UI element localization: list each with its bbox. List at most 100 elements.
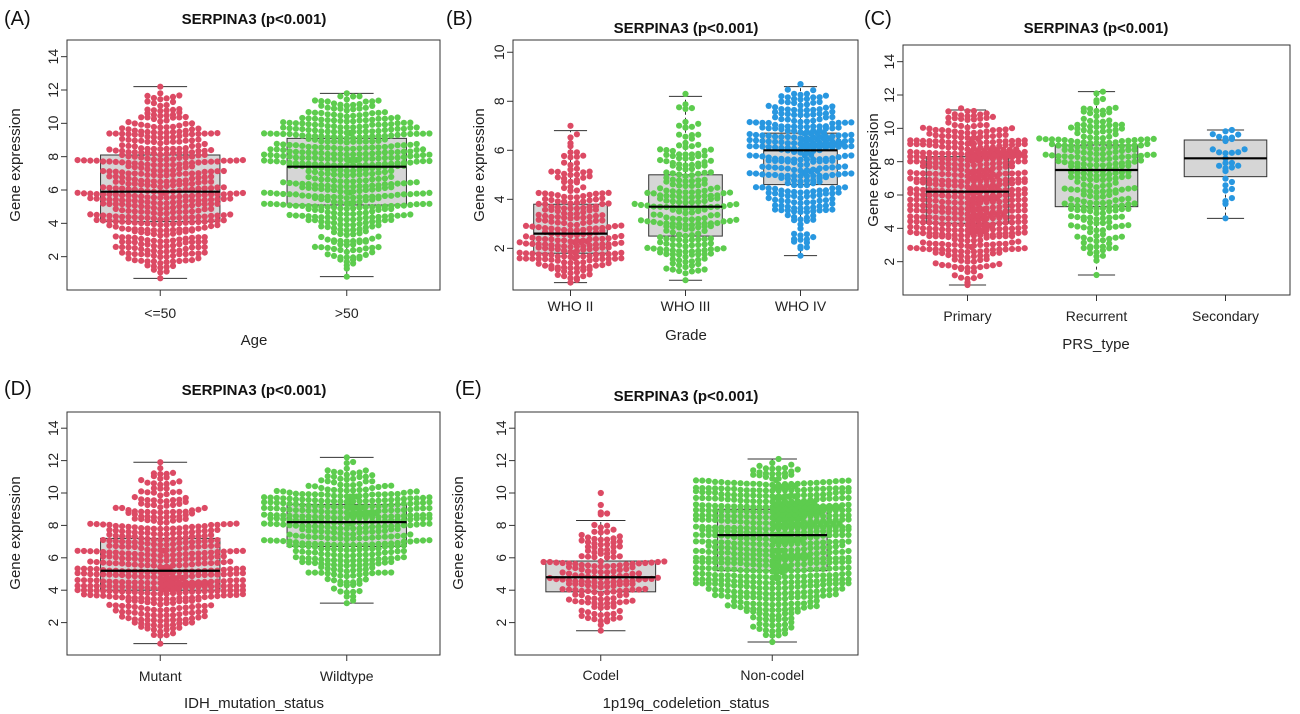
data-point xyxy=(239,577,246,584)
points xyxy=(631,90,740,284)
data-point xyxy=(743,573,750,580)
data-point xyxy=(692,570,700,577)
data-point xyxy=(1087,182,1094,189)
data-point xyxy=(169,199,177,206)
data-point xyxy=(565,560,573,567)
data-point xyxy=(394,120,401,127)
data-point xyxy=(695,170,702,177)
data-point xyxy=(1087,105,1094,113)
data-point xyxy=(176,624,183,631)
data-point xyxy=(945,231,952,238)
data-point xyxy=(663,158,670,165)
series-who-iv xyxy=(746,81,855,259)
data-point xyxy=(676,199,683,206)
data-point xyxy=(394,501,401,508)
data-point xyxy=(737,578,744,585)
data-point xyxy=(195,159,202,166)
data-point xyxy=(195,528,202,535)
data-point xyxy=(778,165,785,172)
data-point xyxy=(769,542,776,549)
data-point xyxy=(305,160,312,167)
data-point xyxy=(567,221,574,229)
data-point xyxy=(188,543,196,551)
data-point xyxy=(752,152,760,159)
data-point xyxy=(131,245,138,252)
data-point xyxy=(913,176,920,183)
data-point xyxy=(769,547,776,554)
data-point xyxy=(407,153,414,160)
data-point xyxy=(356,566,363,573)
data-point xyxy=(567,259,574,266)
data-point xyxy=(157,200,164,207)
data-point xyxy=(394,513,401,520)
data-point xyxy=(80,570,88,577)
data-point xyxy=(663,214,670,221)
data-point xyxy=(591,528,598,535)
data-point xyxy=(119,225,126,232)
data-point xyxy=(561,170,568,177)
data-point xyxy=(318,133,325,140)
data-point xyxy=(261,189,268,196)
data-point xyxy=(305,502,312,509)
data-point xyxy=(1087,162,1094,169)
data-point xyxy=(182,534,189,541)
data-point xyxy=(535,224,542,231)
data-point xyxy=(907,186,914,193)
data-point xyxy=(1061,159,1068,166)
data-point xyxy=(330,237,338,244)
data-point xyxy=(233,577,240,584)
data-point xyxy=(663,240,670,247)
data-point xyxy=(144,525,151,532)
data-point xyxy=(604,528,611,535)
data-point xyxy=(157,471,164,478)
y-tick-label: 12 xyxy=(45,82,61,98)
data-point xyxy=(797,194,804,202)
data-point xyxy=(188,234,196,241)
data-point xyxy=(100,553,107,560)
data-point xyxy=(150,252,157,259)
data-point xyxy=(375,155,382,162)
data-point xyxy=(669,247,676,254)
data-point xyxy=(112,233,119,240)
data-point xyxy=(188,555,196,562)
data-point xyxy=(605,200,612,207)
data-point xyxy=(208,173,215,180)
data-point xyxy=(845,485,852,492)
data-point xyxy=(337,572,344,579)
data-point xyxy=(131,202,138,209)
data-point xyxy=(692,477,700,484)
data-point xyxy=(797,123,804,131)
data-point xyxy=(318,193,325,200)
data-point xyxy=(663,251,670,258)
x-axis-label: IDH_mutation_status xyxy=(184,695,324,712)
data-point xyxy=(1015,186,1022,193)
data-point xyxy=(548,203,555,210)
data-point xyxy=(131,579,138,586)
data-point xyxy=(208,191,215,198)
data-point xyxy=(820,549,827,556)
y-tick-label: 10 xyxy=(881,120,897,136)
data-point xyxy=(1021,229,1028,236)
data-point xyxy=(169,134,177,141)
data-point xyxy=(913,245,920,252)
data-point xyxy=(599,224,606,232)
data-point xyxy=(772,155,779,162)
data-point xyxy=(350,504,357,511)
data-point xyxy=(791,188,798,196)
data-point xyxy=(157,509,164,516)
data-point xyxy=(280,179,287,186)
data-point xyxy=(112,549,119,556)
data-point xyxy=(311,144,319,151)
data-point xyxy=(540,558,547,566)
data-point xyxy=(125,244,132,251)
data-point xyxy=(343,579,350,586)
data-point xyxy=(1131,200,1138,207)
data-point xyxy=(188,142,196,150)
data-point xyxy=(964,211,971,218)
data-point xyxy=(800,561,808,568)
data-point xyxy=(318,569,325,576)
data-point xyxy=(195,543,202,550)
data-point xyxy=(299,496,306,503)
data-point xyxy=(610,588,617,595)
data-point xyxy=(356,557,363,564)
